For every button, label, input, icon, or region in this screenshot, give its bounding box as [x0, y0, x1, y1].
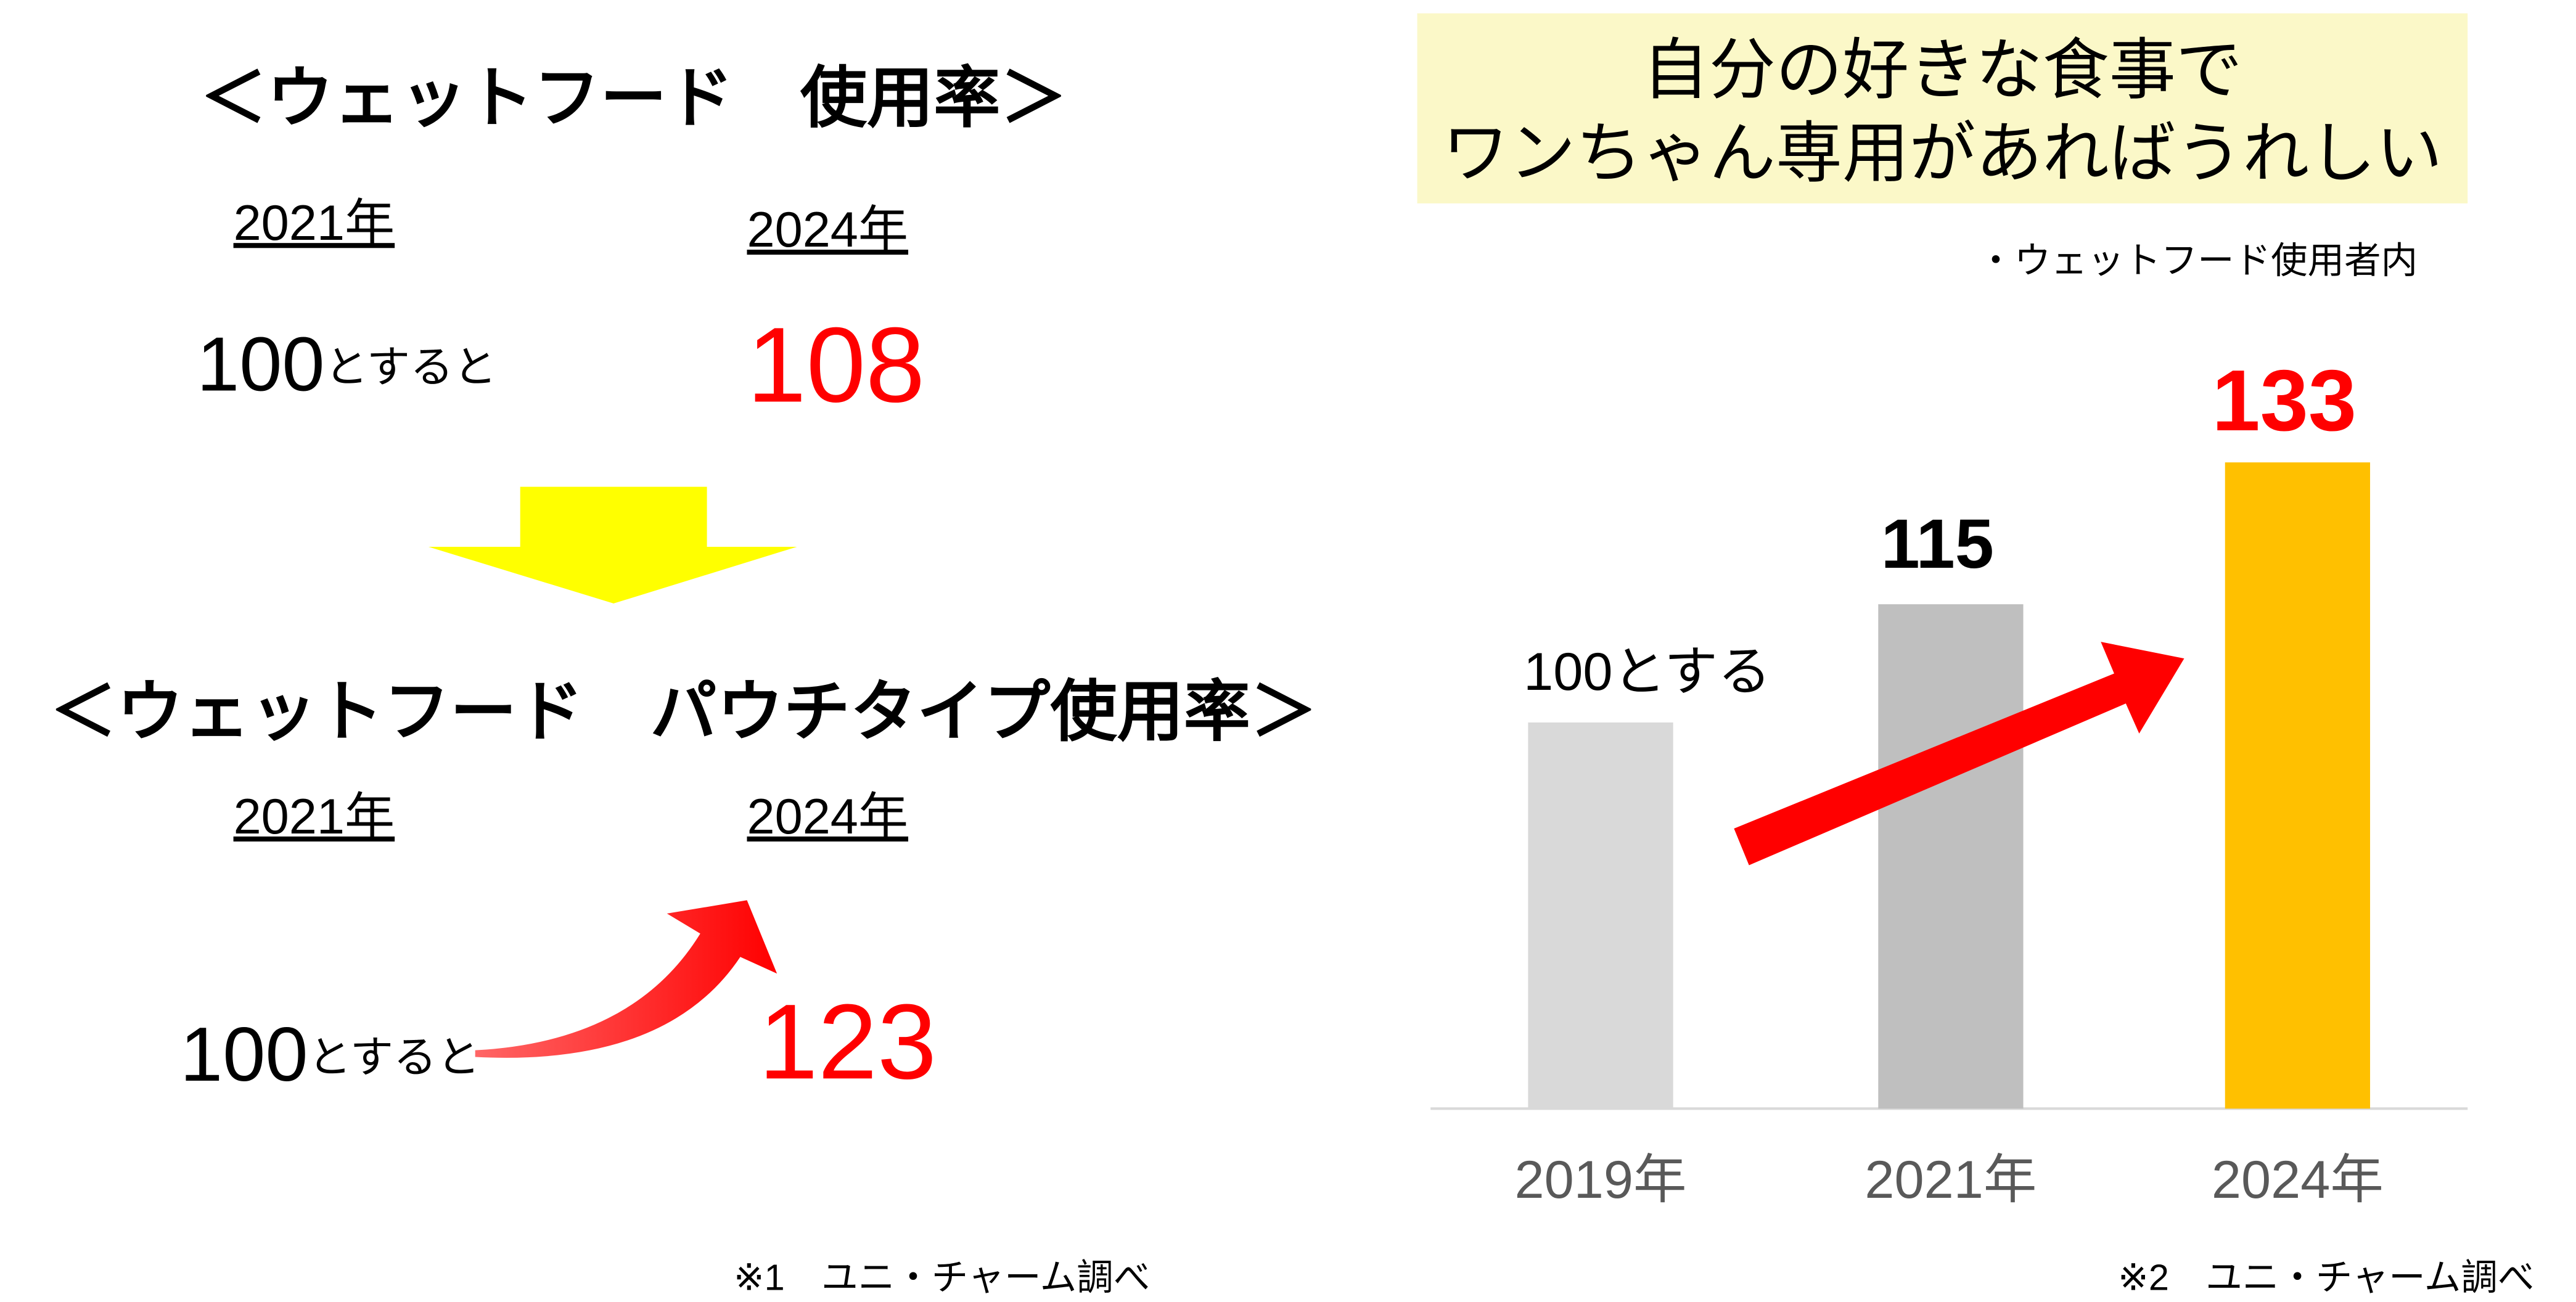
- bar: [2225, 462, 2371, 1109]
- year-label: 2024年: [747, 789, 908, 845]
- chart-title: ワンちゃん専用があればうれしい: [1442, 115, 2442, 190]
- bar: [1528, 722, 1673, 1109]
- curved-arrow: [475, 900, 777, 1058]
- value-label: 115: [1881, 505, 1994, 583]
- heading: ＜ウェットフード 使用率＞: [200, 60, 1067, 135]
- base-number: 100: [180, 1012, 308, 1097]
- x-tick-label: 2019年: [1515, 1150, 1687, 1210]
- base-label: 100とすると: [197, 321, 497, 407]
- value-label: 133: [2212, 352, 2357, 449]
- trend-arrow: [1734, 642, 2184, 866]
- bars: 100とする 2019年 115 2021年 133 2024年: [1515, 352, 2384, 1210]
- heading: ＜ウェットフード パウチタイプ使用率＞: [50, 674, 1317, 748]
- source-note: ※1 ユニ・チャーム調べ: [734, 1257, 1150, 1298]
- base-suffix: とすると: [325, 342, 497, 391]
- result: 108: [747, 305, 925, 424]
- year-label: 2021年: [234, 789, 395, 845]
- year-label: 2024年: [747, 202, 908, 258]
- title-box: [1417, 13, 2468, 203]
- value-label: 100とする: [1524, 642, 1771, 702]
- source-note: ※2 ユニ・チャーム調べ: [2118, 1257, 2534, 1298]
- x-tick-label: 2021年: [1864, 1150, 2037, 1210]
- year-label: 2021年: [234, 195, 395, 251]
- base-label: 100とすると: [180, 1012, 480, 1097]
- base-number: 100: [197, 321, 325, 407]
- chart-title: 自分の好きな食事で: [1643, 32, 2242, 107]
- base-suffix: とすると: [308, 1032, 480, 1081]
- x-tick-label: 2024年: [2212, 1150, 2384, 1210]
- chart-subtitle: ・ウェットフード使用者内: [1977, 240, 2418, 281]
- bar: [1878, 604, 2024, 1109]
- down-arrow: [428, 486, 797, 604]
- result: 123: [758, 981, 937, 1101]
